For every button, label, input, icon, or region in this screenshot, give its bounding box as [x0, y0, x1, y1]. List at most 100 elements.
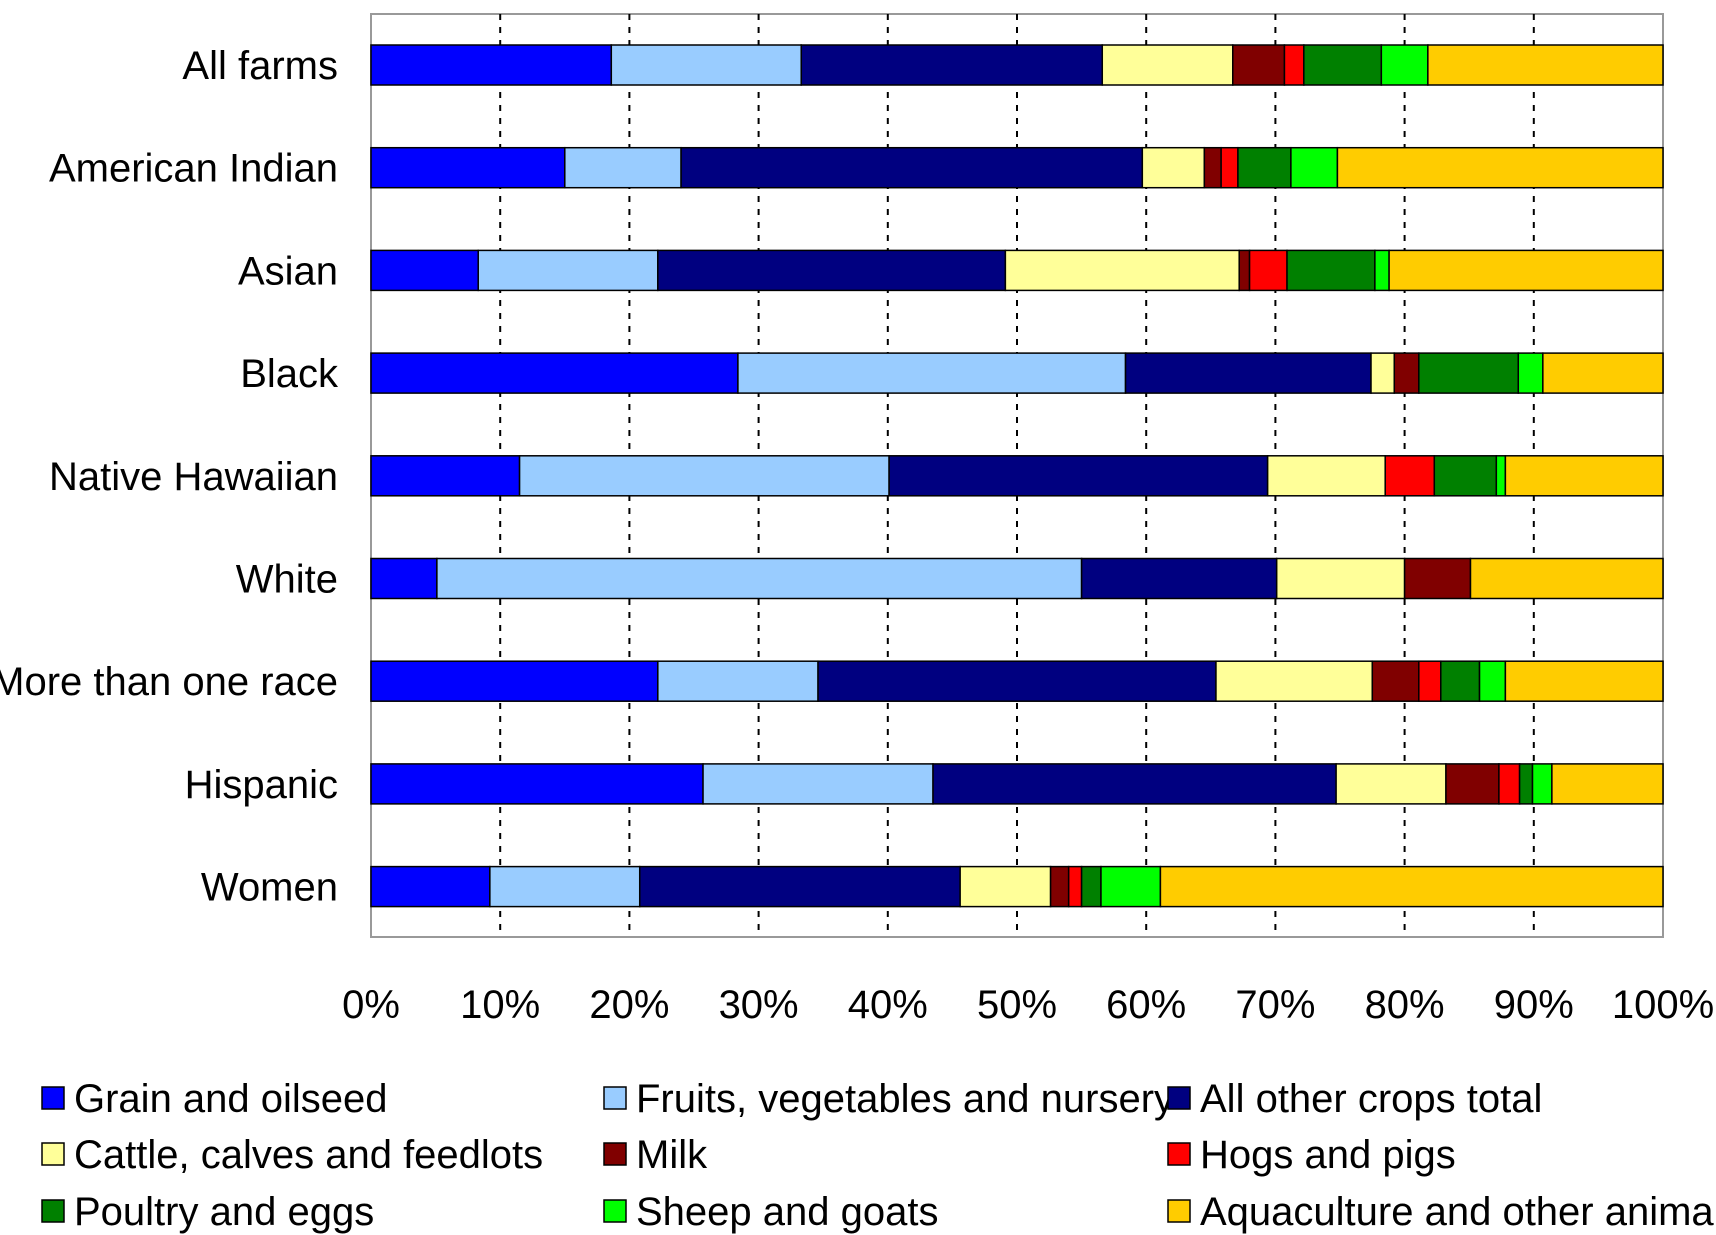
category-label: White: [236, 558, 338, 602]
bar-segment: [1374, 249, 1390, 292]
bar-segment: [702, 763, 934, 805]
legend-item: Cattle, calves and feedlots: [41, 1133, 543, 1177]
category-label: American Indian: [49, 147, 338, 191]
category-labels: All farms American Indian Asian Black Native…: [0, 44, 339, 910]
bar-segment: [800, 44, 1104, 86]
bar-segment: [657, 249, 1007, 292]
bar-segment: [1238, 249, 1251, 292]
bar-segment: [1275, 557, 1406, 600]
bar-segment: [1504, 660, 1664, 702]
bar-segment: [370, 44, 613, 86]
bar-segment: [1232, 44, 1286, 86]
bar-segment: [1049, 865, 1070, 908]
bar-segment: [370, 352, 739, 394]
bar-segment: [1303, 44, 1383, 86]
category-label: Asian: [238, 249, 338, 293]
bar-segment: [1248, 249, 1288, 292]
bar-segment: [1215, 660, 1374, 702]
x-tick-label: 80%: [1365, 983, 1445, 1027]
x-tick-label: 50%: [977, 983, 1057, 1027]
bar-segment: [1388, 249, 1664, 292]
bar-segment: [564, 146, 682, 189]
bar-segment: [370, 249, 479, 292]
bar-segment: [1551, 763, 1664, 805]
legend-swatch: [1167, 1086, 1191, 1110]
legend-label: Fruits, vegetables and nursery: [636, 1077, 1174, 1121]
bar-segment: [1203, 146, 1222, 189]
legend-item: All other crops total: [1167, 1077, 1542, 1121]
bar-segment: [737, 352, 1127, 394]
bar-segment: [1100, 865, 1162, 908]
legend-swatch: [603, 1086, 627, 1110]
x-tick-label: 30%: [719, 983, 799, 1027]
bar-segment: [518, 455, 890, 497]
bar-segment: [1433, 455, 1498, 497]
x-tick-label: 100%: [1612, 983, 1714, 1027]
bar-segment: [1418, 352, 1520, 394]
bar-segment: [1445, 763, 1500, 805]
x-tick-label: 20%: [589, 983, 669, 1027]
bar-segment: [370, 865, 491, 908]
bar-segment: [1531, 763, 1553, 805]
legend-label: Poultry and eggs: [74, 1190, 374, 1234]
bar-segment: [680, 146, 1144, 189]
bar-segment: [1393, 352, 1420, 394]
x-tick-label: 10%: [460, 983, 540, 1027]
bar-segment: [1518, 763, 1534, 805]
legend-item: Hogs and pigs: [1167, 1133, 1456, 1177]
bar-segment: [370, 455, 521, 497]
legend-item: Grain and oilseed: [41, 1077, 388, 1121]
bar-segment: [1067, 865, 1083, 908]
bar-segment: [1469, 557, 1664, 600]
bar-segment: [370, 146, 566, 189]
bar-segment: [1335, 763, 1447, 805]
bar-segment: [1080, 557, 1278, 600]
bar-segment: [1403, 557, 1472, 600]
bar-segment: [1141, 146, 1206, 189]
x-tick-label: 70%: [1235, 983, 1315, 1027]
bar-segment: [1427, 44, 1664, 86]
x-tick-label: 40%: [848, 983, 928, 1027]
bar-segment: [1542, 352, 1664, 394]
bar-segment: [959, 865, 1052, 908]
bar-segment: [1495, 455, 1507, 497]
legend-label: Sheep and goats: [636, 1190, 938, 1234]
bar-segment: [1290, 146, 1339, 189]
bar-segment: [888, 455, 1269, 497]
legend-swatch: [41, 1086, 65, 1110]
x-tick-label: 60%: [1106, 983, 1186, 1027]
bar-segment: [638, 865, 961, 908]
category-label: Black: [240, 352, 339, 396]
bar-segment: [1080, 865, 1102, 908]
bar-segment: [1384, 455, 1436, 497]
bar-segment: [370, 660, 659, 702]
bar-segment: [1336, 146, 1664, 189]
bars: [370, 44, 1664, 908]
legend-label: All other crops total: [1200, 1077, 1542, 1121]
legend-item: Aquaculture and other animals: [1167, 1190, 1716, 1234]
legend-item: Milk: [603, 1133, 708, 1177]
bar-segment: [1159, 865, 1664, 908]
bar-segment: [1283, 44, 1305, 86]
bar-segment: [436, 557, 1083, 600]
bar-segment: [1370, 352, 1396, 394]
x-tick-label: 0%: [342, 983, 400, 1027]
category-label: Hispanic: [185, 763, 338, 807]
bar-segment: [1220, 146, 1239, 189]
legend-label: Milk: [636, 1133, 708, 1177]
category-label: All farms: [182, 44, 338, 88]
bar-segment: [1101, 44, 1234, 86]
category-label: More than one race: [0, 660, 338, 704]
bar-segment: [1498, 763, 1521, 805]
bar-segment: [657, 660, 819, 702]
legend-label: Grain and oilseed: [74, 1077, 388, 1121]
bar-segment: [477, 249, 659, 292]
legend-swatch: [1167, 1142, 1191, 1166]
bar-segment: [1380, 44, 1429, 86]
legend-label: Aquaculture and other animals: [1200, 1190, 1716, 1234]
bar-segment: [1440, 660, 1481, 702]
x-axis-ticks: 0% 10% 20% 30% 40% 50% 60% 70% 80% 90% 100%: [342, 983, 1714, 1027]
legend-swatch: [41, 1199, 65, 1223]
legend-swatch: [603, 1199, 627, 1223]
bar-segment: [1418, 660, 1442, 702]
